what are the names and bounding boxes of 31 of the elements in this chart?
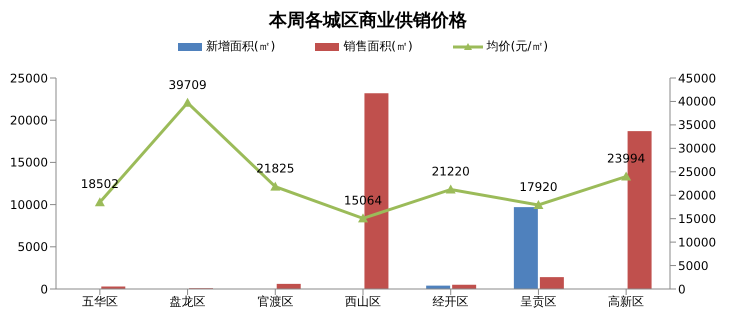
y-tick-label: 25000 [10,71,48,86]
x-tick-label: 西山区 [345,294,381,309]
data-label: 21220 [432,164,470,178]
x-tick-label: 盘龙区 [170,294,206,309]
y2-tick-label: 20000 [678,188,716,202]
y2-tick-label: 0 [678,282,686,296]
y2-tick-label: 30000 [678,142,716,156]
y2-tick-label: 25000 [678,165,716,180]
data-label: 21825 [256,162,294,176]
chart-title: 本周各城区商业供销价格 [268,9,468,33]
x-tick-label: 经开区 [432,294,469,309]
y-tick-label: 15000 [10,156,48,170]
y-tick-label: 5000 [17,240,48,254]
legend-label: 销售面积(㎡) [343,38,413,55]
legend-label: 均价(元/㎡) [486,38,548,55]
y2-tick-label: 15000 [678,212,716,226]
y2-tick-label: 40000 [678,94,716,109]
y-tick-label: 0 [40,282,48,296]
data-label: 17920 [519,180,558,194]
x-tick-label: 官渡区 [257,294,294,309]
x-tick-label: 呈贡区 [520,294,556,309]
x-tick-label: 五华区 [82,294,118,309]
y2-tick-label: 35000 [678,118,716,132]
y2-tick-label: 45000 [678,71,716,86]
data-label: 39709 [168,78,207,92]
legend-label: 新增面积(㎡) [206,38,276,55]
y2-tick-label: 5000 [678,258,709,273]
y-tick-label: 10000 [10,198,48,212]
x-tick-label: 高新区 [608,294,644,309]
y2-tick-label: 10000 [678,235,716,250]
y-tick-label: 20000 [10,113,48,128]
